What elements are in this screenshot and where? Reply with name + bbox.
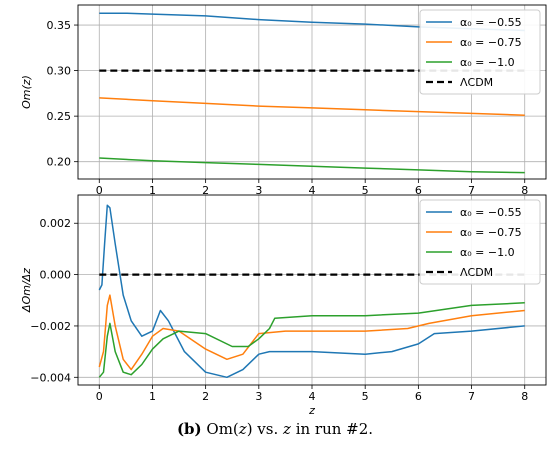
legend-entry-label: ΛCDM xyxy=(460,76,493,89)
top-panel-om: 0 1 2 3 4 5 6 7 8 0.20 0.25 0.30 0.35 Om(z) α₀ = −0.55… xyxy=(20,4,547,197)
x-tick-label: 2 xyxy=(202,390,209,403)
x-tick-label: 6 xyxy=(415,184,422,197)
caption-var-z1: z xyxy=(238,420,247,438)
y-tick-label: 0.000 xyxy=(40,269,72,282)
y-tick-label: 0.002 xyxy=(40,217,72,230)
y-tick-label: 0.30 xyxy=(47,65,72,78)
x-tick-label: 7 xyxy=(468,390,475,403)
x-tick-label: 7 xyxy=(468,184,475,197)
legend-entry-label: α₀ = −0.55 xyxy=(460,16,522,29)
y-tick-label: 0.20 xyxy=(47,156,72,169)
legend-entry-label: α₀ = −1.0 xyxy=(460,246,515,259)
x-tick-label: 6 xyxy=(415,390,422,403)
caption-text-before: Om( xyxy=(201,420,239,438)
figure-caption: (b) Om(z) vs. z in run #2. xyxy=(0,420,550,438)
caption-var-z2: z xyxy=(283,420,291,438)
y-tick-label: −0.004 xyxy=(30,371,71,384)
y-axis-label: Om(z) xyxy=(20,75,33,109)
legend-box xyxy=(419,9,541,95)
legend-entry-label: α₀ = −0.75 xyxy=(460,226,522,239)
series-line xyxy=(99,97,525,116)
x-tick-label: 0 xyxy=(96,184,103,197)
bottom-panel-dom-dz: 0 1 2 3 4 5 6 7 8 0.002 0.000 −0.002 −0.004 ΔOm/Δz z α₀… xyxy=(20,194,547,417)
x-axis-label: z xyxy=(308,404,315,417)
caption-text-middle: ) vs. xyxy=(246,420,284,438)
x-tick-label: 0 xyxy=(96,390,103,403)
legend-box xyxy=(419,199,541,285)
y-tick-label: 0.25 xyxy=(47,110,72,123)
series-line xyxy=(98,302,525,378)
series-line xyxy=(98,204,525,379)
x-tick-label: 4 xyxy=(309,184,316,197)
x-tick-label: 8 xyxy=(521,390,528,403)
x-tick-label: 1 xyxy=(149,390,156,403)
x-tick-label: 5 xyxy=(362,184,369,197)
x-tick-label: 8 xyxy=(521,184,528,197)
y-axis-label: ΔOm/Δz xyxy=(20,268,33,313)
legend-entry-label: ΛCDM xyxy=(460,266,493,279)
x-tick-label: 3 xyxy=(255,390,262,403)
legend-entry-label: α₀ = −1.0 xyxy=(460,56,515,69)
legend-entry-label: α₀ = −0.75 xyxy=(460,36,522,49)
x-tick-label: 5 xyxy=(362,390,369,403)
y-tick-label: 0.35 xyxy=(47,19,72,32)
caption-text-after: in run #2. xyxy=(290,420,374,438)
y-tick-label: −0.002 xyxy=(30,320,71,333)
series-line xyxy=(98,294,525,371)
x-tick-label: 2 xyxy=(202,184,209,197)
x-tick-label: 4 xyxy=(309,390,316,403)
series-line xyxy=(99,157,525,174)
x-tick-label: 3 xyxy=(255,184,262,197)
legend-entry-label: α₀ = −0.55 xyxy=(460,206,522,219)
caption-label: (b) xyxy=(176,420,202,438)
x-tick-label: 1 xyxy=(149,184,156,197)
